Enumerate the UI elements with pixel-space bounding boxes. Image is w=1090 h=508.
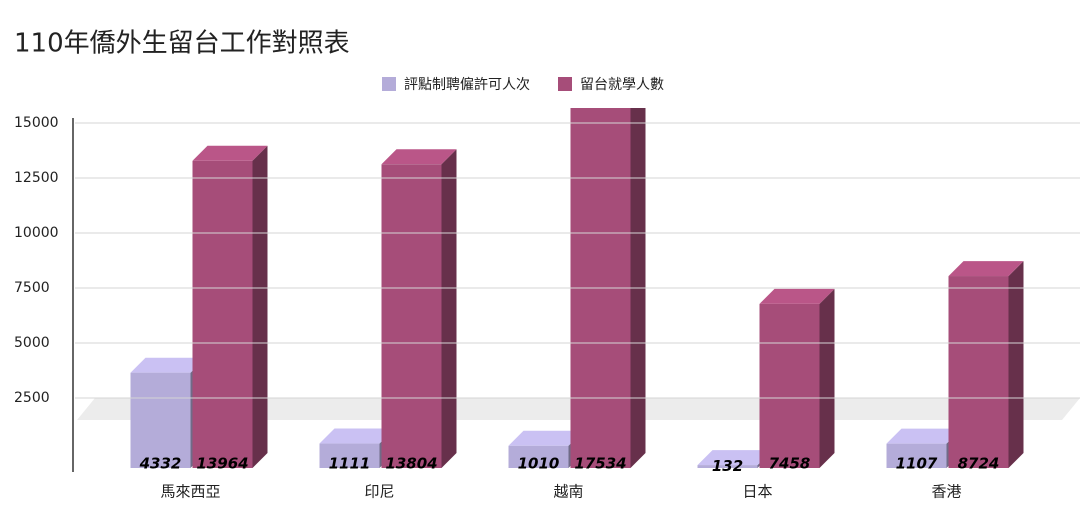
value-label: 7458 bbox=[769, 455, 811, 473]
value-label: 1010 bbox=[518, 455, 560, 473]
legend-label: 評點制聘僱許可人次 bbox=[404, 77, 530, 93]
bar-front bbox=[130, 372, 191, 468]
bar-top bbox=[130, 357, 206, 373]
y-tick-label: 7500 bbox=[14, 280, 50, 296]
x-tick-label: 日本 bbox=[742, 483, 772, 501]
bar-front bbox=[948, 276, 1009, 468]
bar bbox=[192, 145, 268, 469]
bar-top bbox=[886, 428, 962, 444]
bar bbox=[570, 108, 646, 468]
bar-top bbox=[508, 430, 584, 446]
bar bbox=[948, 261, 1024, 468]
bar-front bbox=[570, 108, 631, 468]
bar-front bbox=[508, 445, 569, 468]
legend-swatch bbox=[558, 77, 572, 91]
bar-front bbox=[886, 443, 947, 468]
bar bbox=[381, 149, 457, 468]
y-tick-label: 15000 bbox=[14, 115, 59, 131]
bar-top bbox=[192, 145, 268, 161]
value-label: 13964 bbox=[196, 455, 248, 473]
value-label: 1107 bbox=[896, 455, 938, 473]
legend-label: 留台就學人數 bbox=[580, 77, 664, 93]
value-label: 17534 bbox=[574, 455, 626, 473]
bar-top bbox=[319, 428, 395, 444]
bar-top bbox=[697, 450, 773, 466]
bar-top bbox=[381, 149, 457, 165]
bar-side bbox=[252, 145, 268, 469]
bar-front bbox=[381, 164, 442, 468]
bar bbox=[759, 288, 835, 468]
bar-top bbox=[948, 261, 1024, 277]
x-tick-label: 馬來西亞 bbox=[160, 483, 220, 501]
bar-front bbox=[192, 160, 253, 469]
bar-front bbox=[319, 443, 380, 468]
y-tick-label: 5000 bbox=[14, 335, 50, 351]
chart-title: 110年僑外生留台工作對照表 bbox=[14, 29, 350, 59]
bar-front bbox=[759, 303, 820, 468]
plot-area bbox=[130, 108, 1024, 469]
value-label: 132 bbox=[712, 457, 743, 475]
y-tick-label: 12500 bbox=[14, 170, 59, 186]
bar bbox=[508, 430, 584, 468]
bar-side bbox=[630, 108, 646, 468]
value-label: 4332 bbox=[139, 455, 182, 473]
value-label: 8724 bbox=[958, 455, 1000, 473]
bar-side bbox=[441, 149, 457, 468]
bar-side bbox=[819, 288, 835, 468]
legend-swatch bbox=[382, 77, 396, 91]
x-tick-label: 印尼 bbox=[364, 483, 394, 501]
bar-front bbox=[697, 465, 758, 468]
y-tick-label: 2500 bbox=[14, 390, 50, 406]
x-tick-label: 越南 bbox=[553, 483, 583, 501]
bar-top bbox=[759, 288, 835, 304]
x-tick-label: 香港 bbox=[931, 483, 961, 501]
y-tick-label: 10000 bbox=[14, 225, 59, 241]
value-label: 13804 bbox=[385, 455, 437, 473]
bar-side bbox=[1008, 261, 1024, 468]
value-label: 1111 bbox=[329, 455, 371, 473]
